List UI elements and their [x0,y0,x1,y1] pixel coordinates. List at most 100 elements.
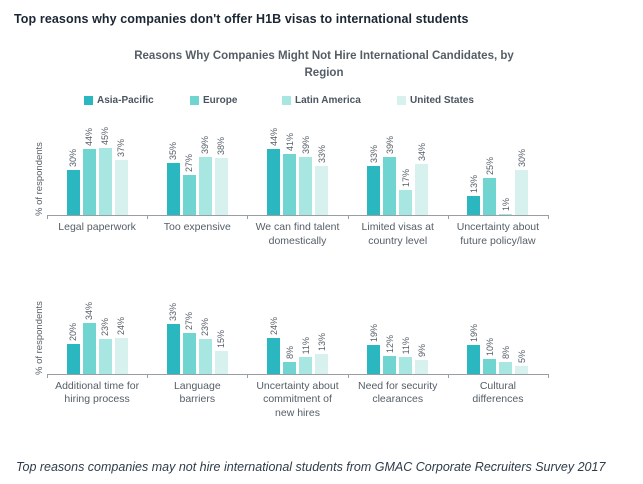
bar [515,366,529,374]
bar-group: 13% 25% 1% 30% [448,116,548,216]
bar-column: 24% [267,317,280,374]
bar [114,159,128,216]
value-label: 13% [468,174,479,193]
bar [415,164,429,216]
legend-label: Europe [203,95,238,107]
bar-column: 35% [166,141,180,216]
bar-groups: 30% 44% 45% 37% 35% 27% 39% 38% 44% 41% 39% 33% 33% 3… [47,116,549,220]
chart-rows: % of respondents 30% 44% 45% 37% 35% 27% 39% 38%… [28,116,549,421]
bar-column: 13% [315,333,328,374]
value-label: 19% [468,324,479,343]
category-label: Language barriers [173,379,221,406]
value-label: 27% [184,312,195,331]
legend-label: Latin America [295,95,361,107]
bar-column: 30% [66,149,80,216]
category-label: Cultural differences [472,379,524,406]
value-label: 39% [384,135,395,154]
bar-column: 41% [283,133,296,216]
value-label: 24% [116,316,127,335]
value-label: 24% [268,316,279,335]
value-label: 12% [384,334,395,353]
axis-tick-icon [247,215,249,220]
legend-swatch-icon [190,96,199,106]
bar-group: 33% 27% 23% 15% [147,275,247,374]
value-label: 9% [416,344,427,358]
bar-column: 25% [483,156,497,216]
value-label: 33% [168,303,179,322]
bar-column: 11% [399,337,413,374]
value-label: 10% [484,337,495,356]
bar-column: 11% [299,337,312,374]
bar [82,149,96,216]
y-axis-label: % of respondents [34,300,45,375]
bar-group: 19% 10% 8% 5% [448,275,548,374]
axis-tick-icon [147,373,149,378]
value-label: 45% [100,126,111,145]
value-label: 35% [168,141,179,160]
category-label: Legal paperwork [58,221,136,234]
bar [283,361,296,374]
category-label: Uncertainty about commitment of new hire… [256,379,339,419]
bar-column: 38% [214,137,228,216]
value-label: 13% [316,333,327,352]
bar [399,357,413,374]
bar-column: 27% [182,312,196,374]
category-label: Need for security clearances [358,379,438,406]
value-label: 1% [500,197,511,211]
bar [198,339,212,374]
value-label: 19% [368,324,379,343]
bar [283,153,296,216]
value-label: 39% [300,135,311,154]
bar [415,360,429,374]
bar-column: 44% [267,128,280,216]
chart-legend: Asia-Pacific Europe Latin America United St… [84,95,548,106]
axis-tick-icon [147,215,149,220]
bar-column: 34% [82,301,96,374]
value-label: 17% [400,168,411,187]
value-label: 34% [84,301,95,320]
bar [267,337,280,374]
bar [499,361,513,374]
bar-column: 23% [198,318,212,374]
bar [214,158,228,216]
bar-column: 39% [198,136,212,216]
bar-column: 12% [383,334,397,374]
bar-column: 27% [182,154,196,216]
bar [114,337,128,374]
bar-column: 17% [399,168,413,216]
category-label: Limited visas at country level [361,221,434,247]
legend-label: Asia-Pacific [97,95,154,107]
bar [66,170,80,216]
y-axis-label: % of respondents [34,142,45,217]
value-label: 33% [316,144,327,163]
bar-column: 34% [415,143,429,216]
bar-column: 44% [82,128,96,216]
bar-column: 10% [483,337,497,374]
bar [267,149,280,216]
bar-column: 19% [467,324,481,374]
value-label: 15% [216,330,227,349]
bar [182,333,196,374]
bar-column: 5% [515,350,529,374]
bar [467,195,481,216]
bar [367,345,381,374]
chart-row: % of respondents 20% 34% 23% 24% 33% 27% 23% 15%… [34,275,549,421]
value-label: 33% [368,144,379,163]
page-title: Top reasons why companies don't offer H1… [14,12,469,26]
axis-tick-icon [447,373,449,378]
bar-column: 23% [98,318,112,374]
bar-column: 15% [214,330,228,374]
value-label: 25% [484,156,495,175]
bar-column: 37% [114,139,128,216]
value-label: 38% [216,137,227,156]
chart-title: Reasons Why Companies Might Not Hire Int… [134,50,514,79]
bar-group: 20% 34% 23% 24% [47,275,147,374]
axis-tick-icon [347,215,349,220]
value-label: 41% [284,132,295,151]
bar [383,355,397,374]
category-label: Too expensive [163,221,231,234]
value-label: 44% [84,128,95,147]
bar [499,213,513,216]
bar-column: 24% [114,316,128,374]
bar-column: 13% [467,174,481,216]
